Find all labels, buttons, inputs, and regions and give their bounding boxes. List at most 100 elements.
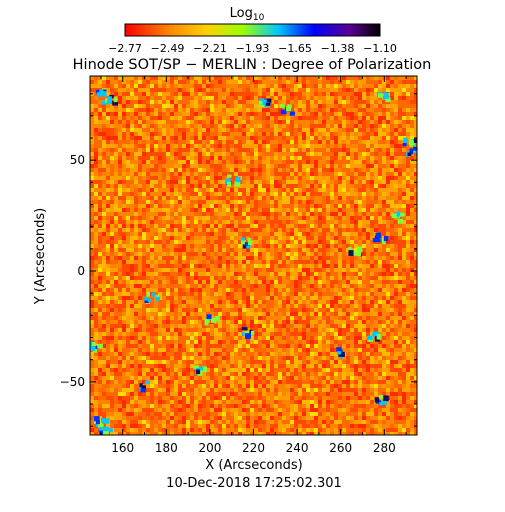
heatmap-cell [278, 192, 282, 196]
heatmap-cell [278, 132, 282, 136]
heatmap-cell [254, 160, 258, 164]
heatmap-cell [402, 312, 406, 316]
heatmap-cell [134, 116, 138, 120]
heatmap-cell [302, 84, 306, 88]
heatmap-cell [346, 256, 350, 260]
heatmap-cell [266, 200, 270, 204]
heatmap-cell [130, 228, 134, 232]
heatmap-cell [358, 180, 362, 184]
heatmap-cell [198, 160, 202, 164]
heatmap-cell [94, 312, 98, 316]
heatmap-cell [210, 272, 214, 276]
heatmap-cell [290, 204, 294, 208]
heatmap-cell [390, 304, 394, 308]
heatmap-cell [374, 248, 378, 252]
heatmap-cell [346, 108, 350, 112]
heatmap-cell [158, 244, 162, 248]
heatmap-cell [326, 180, 330, 184]
heatmap-cell [298, 312, 302, 316]
heatmap-cell [406, 204, 410, 208]
heatmap-cell [210, 148, 214, 152]
heatmap-cell [366, 144, 370, 148]
heatmap-cell [386, 152, 390, 156]
heatmap-cell [226, 80, 230, 84]
heatmap-cell [194, 80, 198, 84]
heatmap-cell [106, 128, 110, 132]
heatmap-cell [282, 280, 286, 284]
heatmap-cell [130, 316, 134, 320]
heatmap-cell [186, 308, 190, 312]
heatmap-cell [378, 176, 382, 180]
heatmap-cell [354, 204, 358, 208]
heatmap-cell [198, 116, 202, 120]
heatmap-cell [114, 124, 118, 128]
heatmap-cell [210, 228, 214, 232]
heatmap-cell [154, 272, 158, 276]
heatmap-cell [90, 88, 94, 92]
heatmap-cell [238, 292, 242, 296]
heatmap-cell [254, 224, 258, 228]
heatmap-cell [190, 220, 194, 224]
heatmap-cell [102, 248, 106, 252]
heatmap-cell [230, 192, 234, 196]
heatmap-cell [322, 168, 326, 172]
heatmap-cell [338, 256, 342, 260]
heatmap-cell [394, 104, 398, 108]
heatmap-cell [338, 288, 342, 292]
heatmap-cell [98, 296, 102, 300]
heatmap-cell [410, 220, 414, 224]
heatmap-cell [154, 232, 158, 236]
heatmap-cell [158, 276, 162, 280]
heatmap-cell [290, 296, 294, 300]
heatmap-cell [154, 308, 158, 312]
heatmap-cell [238, 232, 242, 236]
heatmap-cell [318, 300, 322, 304]
heatmap-cell [154, 220, 158, 224]
heatmap-cell [326, 84, 330, 88]
heatmap-cell [326, 304, 330, 308]
heatmap-cell [378, 204, 382, 208]
heatmap-cell [302, 136, 306, 140]
heatmap-cell [286, 248, 290, 252]
heatmap-cell [218, 272, 222, 276]
heatmap-cell [382, 152, 386, 156]
heatmap-cell [278, 248, 282, 252]
heatmap-cell [170, 84, 174, 88]
heatmap-cell [410, 196, 414, 200]
heatmap-cell [190, 284, 194, 288]
heatmap-cell [366, 304, 370, 308]
heatmap-cell [314, 144, 318, 148]
heatmap-cell [98, 200, 102, 204]
heatmap-cell [126, 136, 130, 140]
heatmap-cell [166, 284, 170, 288]
heatmap-cell [154, 108, 158, 112]
heatmap-cell [122, 184, 126, 188]
heatmap-cell [190, 176, 194, 180]
heatmap-cell [202, 136, 206, 140]
heatmap-cell [262, 252, 266, 256]
heatmap-cell [314, 192, 318, 196]
heatmap-cell [282, 128, 286, 132]
heatmap-cell [194, 308, 198, 312]
heatmap-cell [230, 264, 234, 268]
heatmap-cell [266, 284, 270, 288]
heatmap-cell [270, 288, 274, 292]
heatmap-cell [366, 272, 370, 276]
heatmap-cell [218, 228, 222, 232]
heatmap-cell [162, 216, 166, 220]
heatmap-cell [302, 312, 306, 316]
heatmap-cell [114, 224, 118, 228]
heatmap-cell [374, 132, 378, 136]
heatmap-cell [202, 288, 206, 292]
heatmap-cell [306, 292, 310, 296]
heatmap-cell [394, 108, 398, 112]
heatmap-cell [182, 96, 186, 100]
heatmap-cell [222, 80, 226, 84]
heatmap-cell [218, 176, 222, 180]
heatmap-cell [390, 256, 394, 260]
heatmap-cell [242, 180, 246, 184]
heatmap-cell [158, 124, 162, 128]
heatmap-cell [302, 104, 306, 108]
heatmap-cell [294, 196, 298, 200]
heatmap-cell [410, 248, 414, 252]
